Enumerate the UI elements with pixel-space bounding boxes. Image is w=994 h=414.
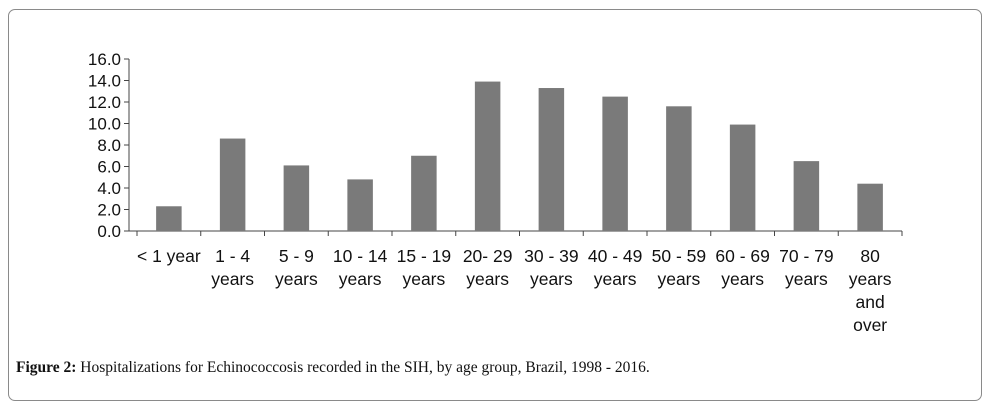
x-tick-label: 50 - 59 years [652, 246, 706, 289]
chart-axes [128, 59, 903, 236]
y-tick-label: 4.0 [97, 179, 121, 198]
x-tick-label: 20- 29 years [463, 246, 513, 289]
bar [219, 138, 246, 231]
y-tick-label: 14.0 [88, 72, 121, 91]
x-tick-label: < 1 year [137, 246, 201, 266]
y-tick-label: 0.0 [97, 222, 121, 241]
y-tick-label: 12.0 [88, 93, 121, 112]
caption-label: Figure 2: [16, 359, 77, 376]
y-axis-ticks: 0.0 2.0 4.0 6.0 8.0 10.0 12.0 14.0 16.0 [88, 50, 129, 241]
bar [793, 161, 820, 231]
bar [283, 165, 310, 231]
x-tick-label: 70 - 79 years [779, 246, 833, 289]
caption-text: Hospitalizations for Echinococcosis reco… [76, 359, 650, 376]
x-tick-label: 15 - 19 years [397, 246, 451, 289]
bar [156, 206, 182, 231]
bar [538, 88, 565, 232]
y-tick-label: 6.0 [97, 158, 121, 177]
bar [729, 124, 756, 231]
bar [602, 96, 628, 231]
y-tick-label: 8.0 [97, 136, 121, 155]
y-tick-label: 10.0 [88, 115, 121, 134]
x-tick-label: 1 - 4 years [211, 246, 254, 289]
bar [347, 179, 373, 231]
x-axis-ticks: < 1 year 1 - 4 years 5 - 9 years 10 - 14 years… [137, 246, 892, 335]
bar [857, 183, 883, 231]
x-tick-label: 40 - 49 years [588, 246, 642, 289]
figure-caption: Figure 2: Hospitalizations for Echinococ… [16, 359, 650, 377]
x-tick-label: 10 - 14 years [333, 246, 388, 289]
y-tick-label: 2.0 [97, 201, 121, 220]
bar [474, 81, 501, 231]
x-tick-label: 5 - 9 years [275, 246, 318, 289]
x-tick-label: 80 years and over [849, 246, 892, 335]
x-tick-label: 60 - 69 years [715, 246, 769, 289]
y-tick-label: 16.0 [88, 50, 121, 69]
chart-bars [156, 81, 883, 232]
x-tick-label: 30 - 39 years [524, 246, 578, 289]
bar [411, 155, 437, 231]
bar [666, 106, 692, 231]
